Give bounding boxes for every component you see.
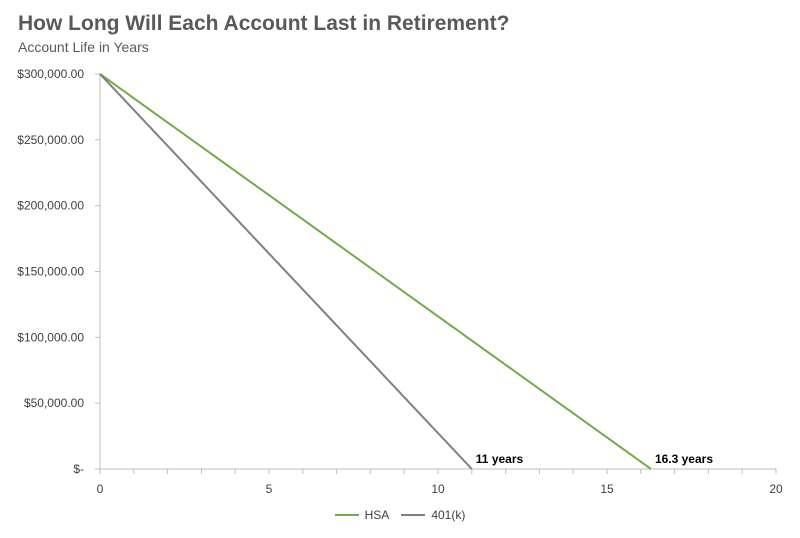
- legend-item: HSA: [334, 508, 390, 522]
- x-tick-label: 0: [97, 482, 104, 496]
- x-tick-label: 20: [769, 482, 783, 496]
- y-tick-label: $200,000.00: [17, 199, 84, 213]
- chart-subtitle: Account Life in Years: [18, 39, 149, 55]
- y-tick-label: $250,000.00: [17, 133, 84, 147]
- y-tick-label: $-: [73, 462, 84, 476]
- data-annotation: 16.3 years: [655, 452, 713, 466]
- x-tick-label: 10: [431, 482, 445, 496]
- series-layer: [99, 73, 652, 470]
- y-tick-label: $300,000.00: [17, 67, 84, 81]
- x-tick-label: 5: [266, 482, 273, 496]
- legend-label: 401(k): [431, 508, 466, 522]
- y-tick-label: $50,000.00: [24, 396, 84, 410]
- series-line-hsa: [99, 73, 652, 470]
- legend-item: 401(k): [401, 508, 465, 522]
- y-tick-label: $100,000.00: [17, 330, 84, 344]
- chart-title: How Long Will Each Account Last in Retir…: [18, 12, 510, 35]
- legend-label: HSA: [364, 508, 390, 522]
- y-tick-label: $150,000.00: [17, 265, 84, 279]
- legend-swatch: [401, 514, 426, 516]
- annotation-layer: 11 years 16.3 years: [476, 452, 714, 466]
- axes-layer: $- $50,000.00 $100,000.00 $150,000.00 $200,0…: [17, 67, 783, 496]
- x-tick-label: 15: [600, 482, 614, 496]
- legend: HSA 401(k): [0, 508, 800, 522]
- legend-swatch: [334, 514, 359, 516]
- data-annotation: 11 years: [476, 452, 524, 466]
- series-line-401k: [99, 73, 473, 470]
